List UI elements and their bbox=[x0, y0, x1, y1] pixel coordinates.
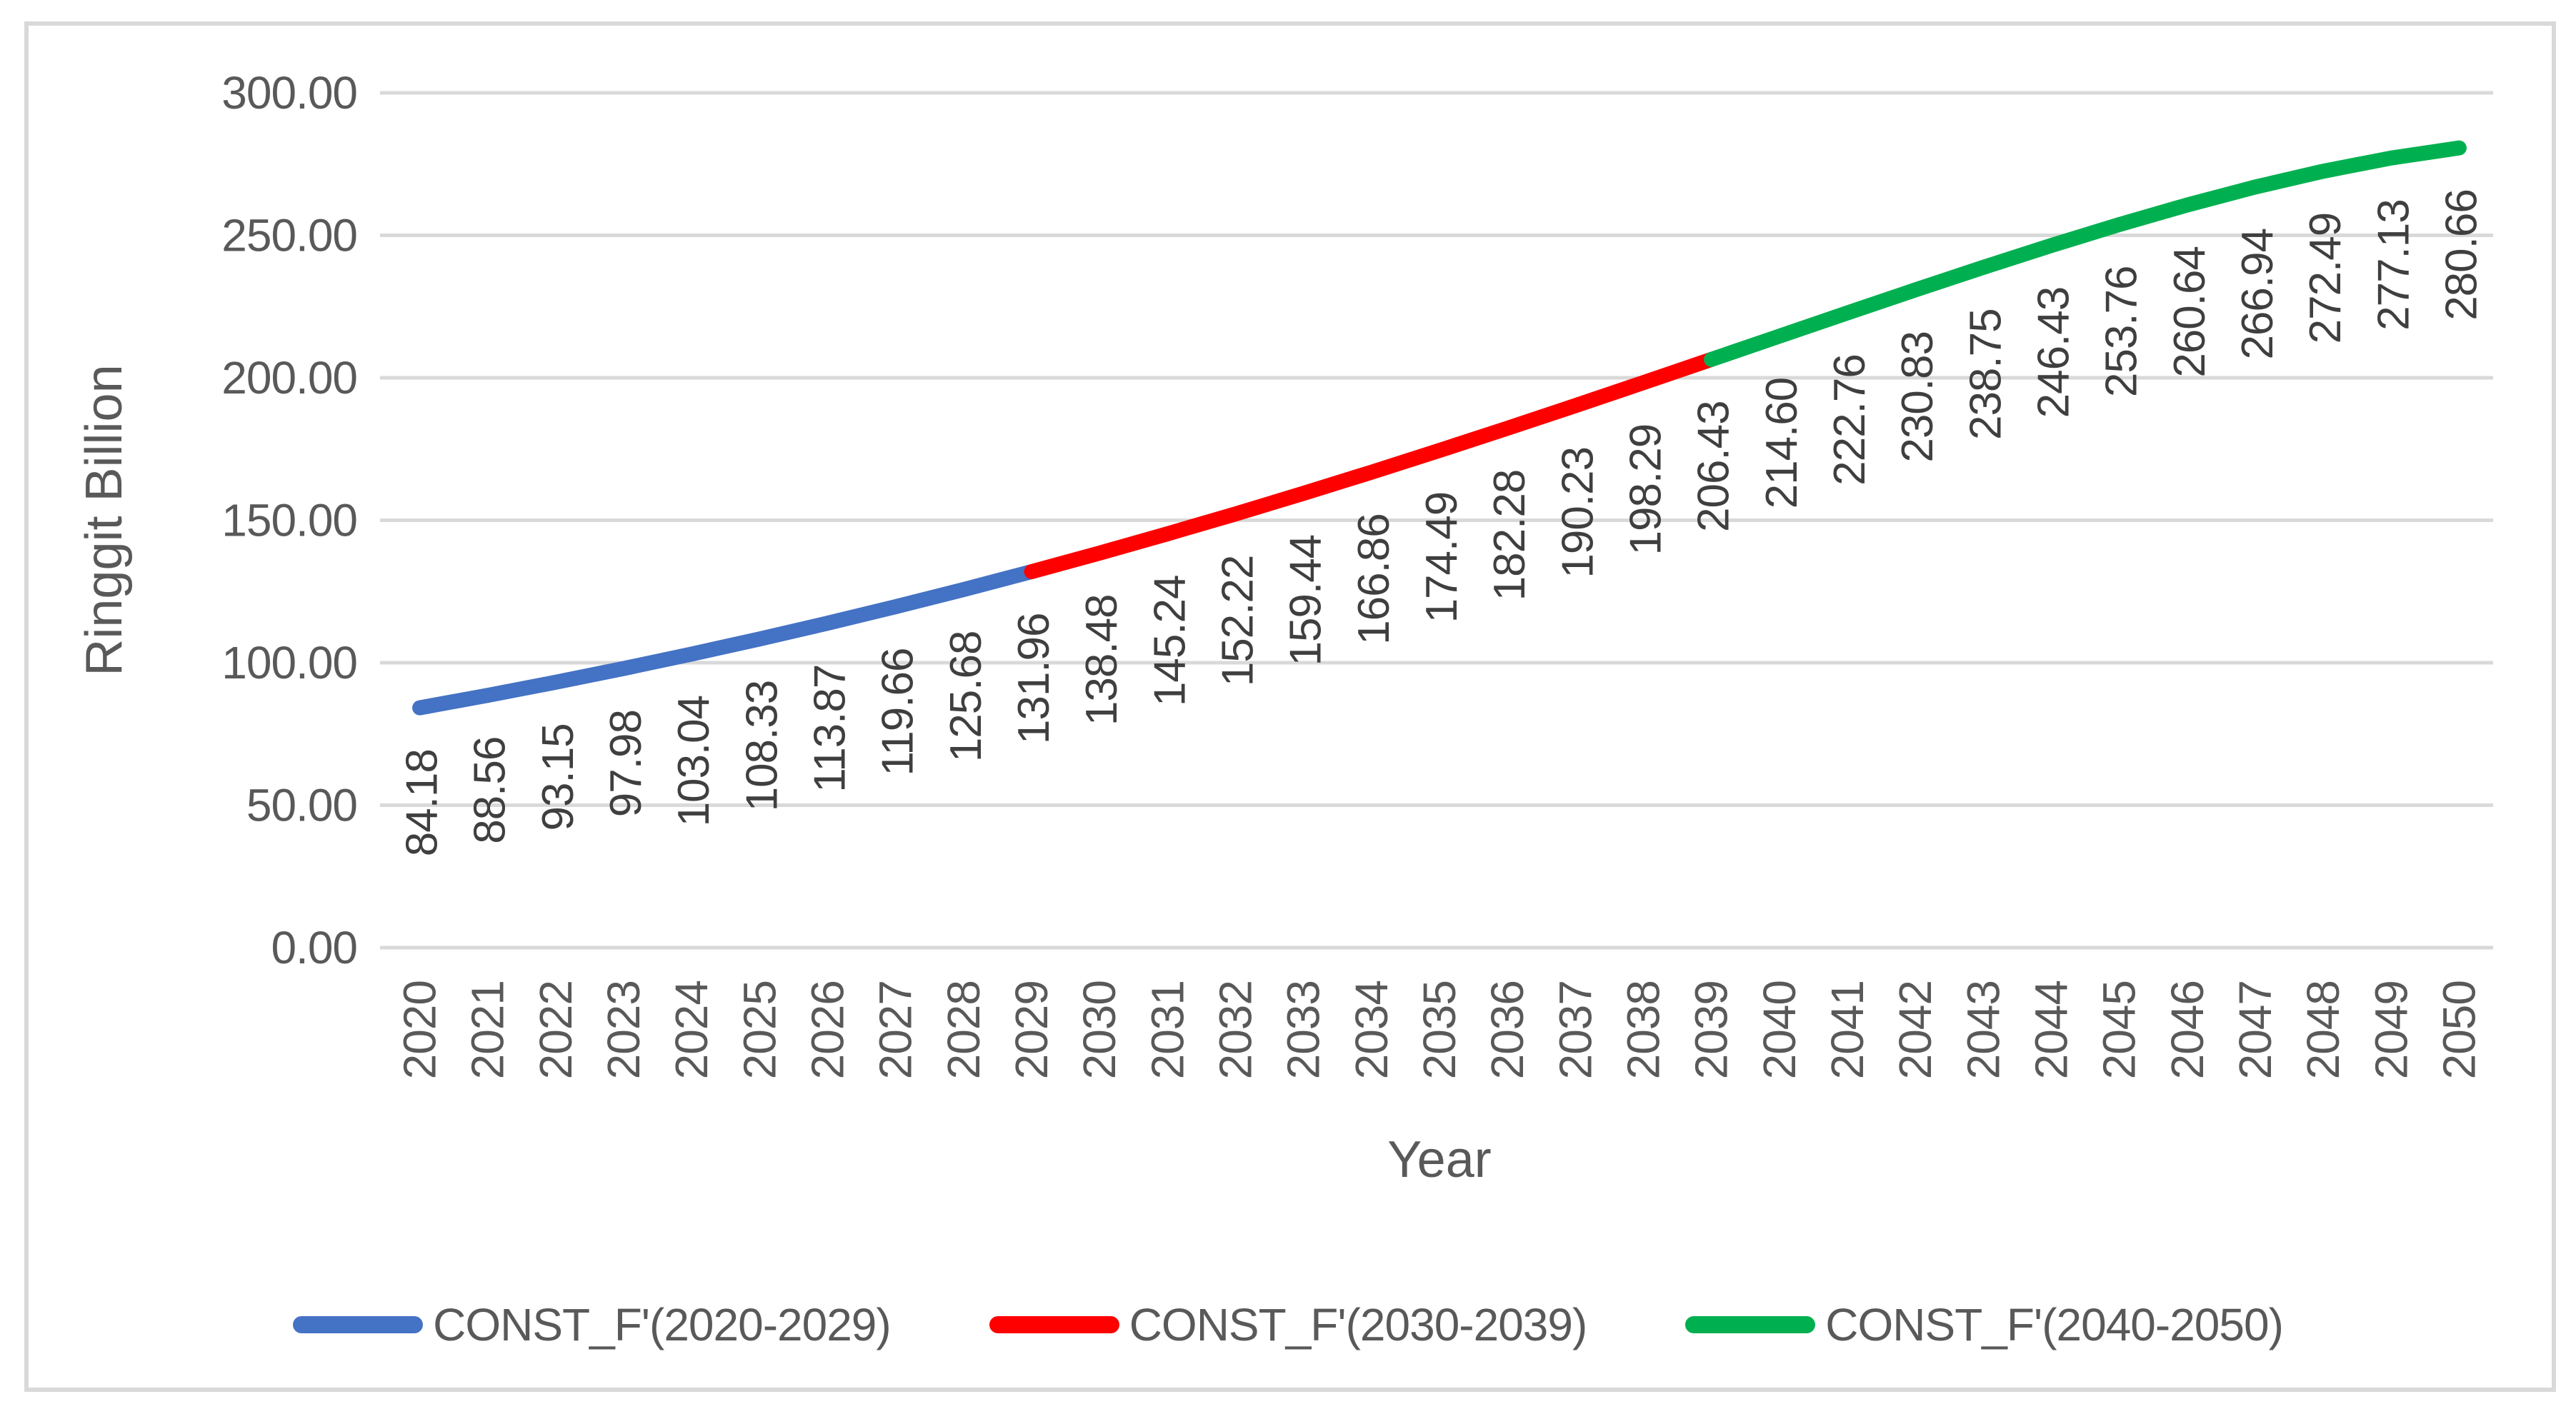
x-tick-label-2023: 2023 bbox=[598, 981, 649, 1079]
x-tick-label-2046: 2046 bbox=[2162, 981, 2213, 1079]
x-tick-label-2033: 2033 bbox=[1278, 981, 1329, 1079]
y-tick-label-0.00: 0.00 bbox=[271, 922, 357, 973]
legend-entry-2040-2050: CONST_F'(2040-2050) bbox=[1685, 1298, 2284, 1351]
y-tick-label-100.00: 100.00 bbox=[221, 637, 357, 688]
y-axis-title: Ringgit Billion bbox=[76, 364, 133, 676]
x-tick-label-2047: 2047 bbox=[2230, 981, 2281, 1079]
data-label-2038: 198.29 bbox=[1621, 424, 1670, 556]
x-tick-label-2030: 2030 bbox=[1074, 981, 1125, 1079]
data-label-2031: 145.24 bbox=[1145, 575, 1194, 706]
x-tick-label-2028: 2028 bbox=[938, 981, 989, 1079]
data-label-2028: 125.68 bbox=[942, 631, 991, 763]
data-label-2024: 103.04 bbox=[669, 696, 719, 827]
data-label-2030: 138.48 bbox=[1077, 594, 1127, 726]
data-label-2020: 84.18 bbox=[398, 749, 447, 856]
data-label-2036: 182.28 bbox=[1485, 470, 1534, 601]
legend-entry-2020-2029: CONST_F'(2020-2029) bbox=[293, 1298, 892, 1351]
data-label-2032: 152.22 bbox=[1214, 556, 1263, 687]
data-label-2049: 277.13 bbox=[2369, 199, 2418, 331]
x-tick-label-2026: 2026 bbox=[802, 981, 854, 1079]
x-tick-label-2029: 2029 bbox=[1006, 981, 1057, 1079]
data-label-2047: 266.94 bbox=[2233, 229, 2282, 360]
x-tick-label-2024: 2024 bbox=[666, 981, 717, 1079]
data-label-2026: 113.87 bbox=[806, 665, 855, 793]
legend-label: CONST_F'(2040-2050) bbox=[1825, 1299, 2284, 1350]
y-tick-label-50.00: 50.00 bbox=[246, 780, 357, 831]
data-label-2034: 166.86 bbox=[1349, 513, 1399, 645]
data-label-2025: 108.33 bbox=[737, 681, 787, 812]
x-tick-label-2039: 2039 bbox=[1686, 981, 1737, 1079]
legend-line-swatch-red bbox=[989, 1316, 1119, 1333]
data-label-2029: 131.96 bbox=[1009, 613, 1059, 744]
legend-line-swatch-blue bbox=[293, 1316, 424, 1333]
x-tick-label-2025: 2025 bbox=[734, 981, 785, 1079]
data-label-2048: 272.49 bbox=[2301, 213, 2350, 344]
data-label-2050: 280.66 bbox=[2437, 189, 2486, 321]
x-tick-label-2038: 2038 bbox=[1617, 981, 1669, 1079]
x-tick-label-2020: 2020 bbox=[394, 981, 446, 1079]
chart-legend: CONST_F'(2020-2029) CONST_F'(2030-2039) … bbox=[0, 1278, 2576, 1371]
x-tick-label-2027: 2027 bbox=[870, 981, 922, 1079]
data-label-2033: 159.44 bbox=[1282, 535, 1331, 666]
x-tick-label-2036: 2036 bbox=[1482, 981, 1533, 1079]
x-tick-label-2034: 2034 bbox=[1346, 981, 1397, 1079]
x-tick-label-2032: 2032 bbox=[1210, 981, 1262, 1079]
x-tick-label-2045: 2045 bbox=[2094, 981, 2145, 1079]
x-tick-label-2041: 2041 bbox=[1822, 981, 1873, 1079]
x-tick-label-2043: 2043 bbox=[1957, 981, 2009, 1079]
data-label-2046: 260.64 bbox=[2165, 246, 2215, 378]
legend-entry-2030-2039: CONST_F'(2030-2039) bbox=[989, 1298, 1587, 1351]
x-tick-label-2021: 2021 bbox=[462, 981, 514, 1079]
data-label-2045: 253.76 bbox=[2097, 266, 2147, 397]
data-label-2044: 246.43 bbox=[2029, 287, 2078, 418]
x-tick-label-2048: 2048 bbox=[2297, 981, 2349, 1079]
data-label-2023: 97.98 bbox=[601, 710, 651, 817]
legend-line-swatch-green bbox=[1685, 1316, 1816, 1333]
data-label-2043: 238.75 bbox=[1961, 309, 2010, 440]
data-label-2037: 190.23 bbox=[1553, 447, 1602, 578]
data-label-2040: 214.60 bbox=[1757, 378, 1807, 509]
y-tick-label-250.00: 250.00 bbox=[221, 210, 357, 261]
x-axis-title: Year bbox=[1387, 1131, 1491, 1188]
series-line-2020 bbox=[412, 563, 1039, 716]
legend-label: CONST_F'(2030-2039) bbox=[1129, 1299, 1588, 1350]
x-tick-label-2037: 2037 bbox=[1549, 981, 1601, 1079]
data-label-2041: 222.76 bbox=[1825, 354, 1874, 486]
x-tick-label-2042: 2042 bbox=[1889, 981, 1941, 1079]
series-line-2030 bbox=[1024, 351, 1719, 579]
data-label-2021: 88.56 bbox=[466, 737, 515, 844]
x-tick-label-2044: 2044 bbox=[2025, 981, 2077, 1079]
data-label-2035: 174.49 bbox=[1417, 492, 1467, 623]
data-label-2039: 206.43 bbox=[1689, 401, 1739, 532]
x-tick-label-2031: 2031 bbox=[1142, 981, 1193, 1079]
x-tick-label-2035: 2035 bbox=[1414, 981, 1465, 1079]
y-tick-label-150.00: 150.00 bbox=[221, 495, 357, 546]
data-label-2022: 93.15 bbox=[534, 723, 583, 831]
data-label-2042: 230.83 bbox=[1893, 331, 1942, 463]
y-tick-label-300.00: 300.00 bbox=[221, 67, 357, 119]
legend-label: CONST_F'(2020-2029) bbox=[433, 1299, 892, 1350]
x-tick-label-2050: 2050 bbox=[2433, 981, 2485, 1079]
x-tick-label-2022: 2022 bbox=[530, 981, 581, 1079]
y-tick-label-200.00: 200.00 bbox=[221, 352, 357, 403]
x-tick-label-2040: 2040 bbox=[1754, 981, 1805, 1079]
data-label-2027: 119.66 bbox=[874, 648, 923, 776]
series-line-2040 bbox=[1704, 140, 2467, 367]
x-tick-label-2049: 2049 bbox=[2365, 981, 2417, 1079]
